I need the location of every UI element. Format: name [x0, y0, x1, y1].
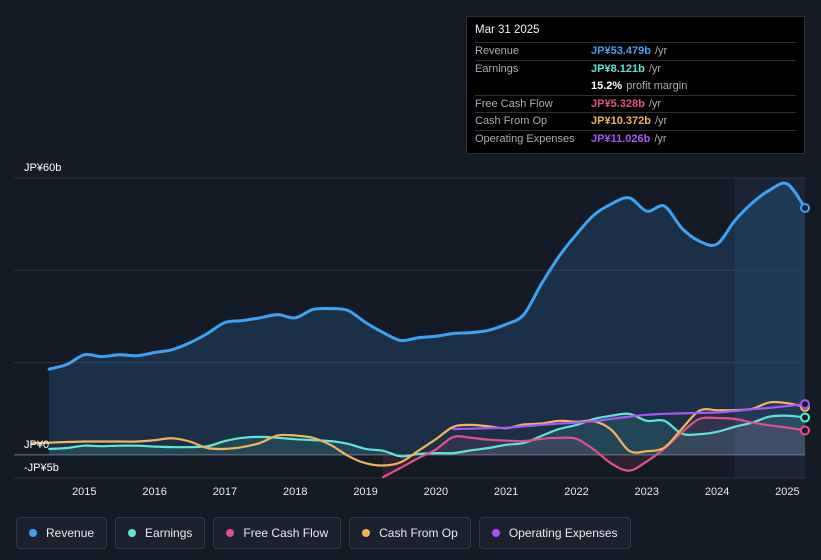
- tooltip-row-value: 15.2%: [591, 80, 623, 93]
- x-tick-label: 2018: [283, 486, 307, 498]
- legend-label: Revenue: [46, 526, 95, 540]
- chart-areas: [49, 183, 805, 478]
- tooltip-row-unit: /yr: [654, 132, 667, 145]
- legend-item-cash-from-op[interactable]: Cash From Op: [349, 517, 471, 549]
- tooltip-date: Mar 31 2025: [475, 24, 540, 36]
- legend: Revenue Earnings Free Cash Flow Cash From O…: [16, 517, 631, 549]
- revenue-line: [47, 181, 807, 371]
- y-tick-label: JP¥0: [24, 439, 49, 451]
- y-tick-label: JP¥60b: [24, 162, 61, 174]
- chart-endpoints: [800, 203, 810, 436]
- tooltip-row-value: JP¥53.479b: [591, 45, 651, 58]
- cash-from-op-line: [30, 400, 807, 467]
- legend-item-revenue[interactable]: Revenue: [16, 517, 108, 549]
- tooltip-row: Operating Expenses JP¥11.026b/yr: [475, 129, 796, 148]
- chart-lines: [30, 181, 807, 479]
- tooltip-row-value: JP¥5.328b: [591, 97, 645, 110]
- tooltip-row: Revenue JP¥53.479b/yr: [475, 42, 796, 60]
- x-tick-label: 2016: [142, 486, 166, 498]
- tooltip-row-unit: /yr: [648, 97, 662, 110]
- tooltip-row: Earnings JP¥8.121b/yr: [475, 59, 796, 78]
- tooltip-row-value: JP¥11.026b: [591, 132, 651, 145]
- tooltip-row-unit: /yr: [648, 62, 662, 75]
- tooltip-row-unit: profit margin: [626, 80, 688, 93]
- earnings-area: [49, 413, 805, 457]
- x-tick-label: 2022: [564, 486, 588, 498]
- legend-dot-icon: [491, 529, 500, 537]
- tooltip-row-label: Operating Expenses: [475, 132, 575, 145]
- legend-label: Operating Expenses: [508, 526, 618, 540]
- legend-dot-icon: [226, 529, 235, 537]
- tooltip-row: Free Cash Flow JP¥5.328b/yr: [475, 94, 796, 113]
- y-axis: JP¥60b JP¥0 -JP¥5b: [24, 162, 61, 474]
- tooltip-row-label: Earnings: [475, 62, 519, 75]
- tooltip-row-unit: /yr: [654, 115, 668, 128]
- tooltip-row-value: JP¥8.121b: [591, 62, 645, 75]
- free-cash-flow-line: [382, 416, 807, 479]
- legend-label: Free Cash Flow: [243, 526, 329, 540]
- legend-label: Cash From Op: [379, 526, 458, 540]
- free-cash-flow-area: [383, 417, 805, 478]
- legend-item-earnings[interactable]: Earnings: [115, 517, 206, 549]
- x-tick-label: 2021: [494, 486, 518, 498]
- x-tick-label: 2020: [424, 486, 448, 498]
- operating-expenses-line: [452, 403, 807, 431]
- x-tick-label: 2024: [705, 486, 729, 498]
- tooltip: Mar 31 2025 Revenue JP¥53.479b/yr Earnings…: [466, 16, 805, 154]
- revenue-area: [49, 183, 805, 455]
- free-cash-flow-endpoint: [800, 425, 810, 436]
- legend-label: Earnings: [145, 526, 193, 540]
- tooltip-row: Cash From Op JP¥10.372b/yr: [475, 112, 796, 130]
- revenue-endpoint: [800, 203, 810, 213]
- tooltip-row-unit: /yr: [654, 45, 668, 58]
- x-axis: 2015 2016 2017 2018 2019 2020 2021 2022 2023 2024…: [72, 486, 800, 498]
- tooltip-row: 15.2% profit margin: [475, 77, 796, 95]
- x-tick-label: 2015: [72, 486, 96, 498]
- tooltip-row-label: Revenue: [475, 45, 520, 58]
- tooltip-row-label: Free Cash Flow: [475, 97, 553, 110]
- x-tick-label: 2017: [213, 486, 237, 498]
- legend-dot-icon: [362, 529, 371, 537]
- legend-item-operating-expenses[interactable]: Operating Expenses: [478, 517, 631, 549]
- tooltip-row-value: JP¥10.372b: [591, 115, 651, 128]
- y-tick-label: -JP¥5b: [24, 462, 59, 474]
- earnings-endpoint: [800, 412, 810, 423]
- operating-expenses-endpoint: [800, 399, 810, 410]
- x-tick-label: 2019: [353, 486, 377, 498]
- legend-dot-icon: [29, 529, 37, 537]
- tooltip-row-label: Cash From Op: [475, 115, 548, 128]
- tooltip-rows: Revenue JP¥53.479b/yr Earnings JP¥8.121b/yr…: [475, 42, 796, 147]
- legend-item-free-cash-flow[interactable]: Free Cash Flow: [213, 517, 342, 549]
- x-tick-label: 2025: [775, 486, 799, 498]
- x-tick-label: 2023: [635, 486, 659, 498]
- legend-dot-icon: [128, 529, 137, 537]
